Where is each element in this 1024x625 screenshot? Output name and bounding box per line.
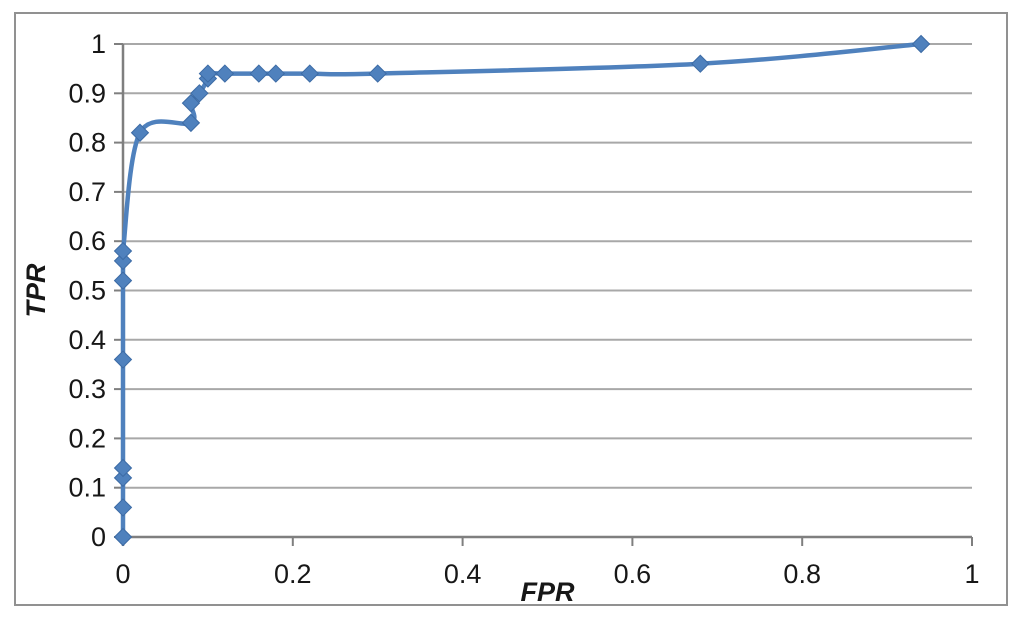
data-point-marker	[113, 350, 133, 369]
data-point-marker	[911, 34, 931, 54]
x-tick-label: 0.4	[444, 559, 482, 589]
y-tick-label: 0.4	[68, 325, 106, 355]
y-tick-label: 0.9	[68, 78, 106, 108]
x-tick-label: 0.6	[614, 559, 652, 589]
data-point-marker	[198, 64, 218, 83]
y-tick-label: 1	[91, 29, 106, 59]
data-point-marker	[181, 93, 201, 113]
y-tick-label: 0.7	[68, 177, 106, 207]
data-point-marker	[215, 64, 235, 83]
y-tick-label: 0.6	[68, 226, 106, 256]
data-point-marker	[130, 123, 150, 142]
data-point-marker	[181, 113, 201, 133]
x-tick-label: 0	[115, 559, 130, 589]
y-axis-title: TPR	[21, 263, 51, 318]
data-point-marker	[266, 64, 286, 83]
y-tick-label: 0	[91, 522, 106, 552]
y-tick-label: 0.5	[68, 276, 106, 306]
data-point-marker	[249, 64, 269, 83]
data-point-marker	[113, 251, 133, 271]
data-point-marker	[113, 241, 133, 261]
data-point-marker	[113, 458, 133, 478]
x-tick-label: 0.8	[783, 559, 821, 589]
data-point-marker	[113, 271, 133, 290]
chart-border	[14, 12, 1008, 606]
data-point-marker	[113, 498, 133, 517]
x-axis-title: FPR	[521, 577, 576, 607]
y-tick-label: 0.8	[68, 128, 106, 158]
data-point-marker	[190, 84, 209, 103]
data-point-marker	[113, 468, 133, 488]
x-tick-label: 1	[964, 559, 979, 589]
data-point-marker	[691, 54, 710, 73]
data-point-marker	[368, 64, 387, 83]
x-tick-label: 0.2	[274, 559, 312, 589]
y-tick-label: 0.1	[68, 473, 106, 503]
y-tick-label: 0.2	[68, 423, 106, 453]
data-point-marker	[113, 527, 133, 547]
data-point-marker	[300, 64, 319, 83]
y-tick-label: 0.3	[68, 374, 106, 404]
